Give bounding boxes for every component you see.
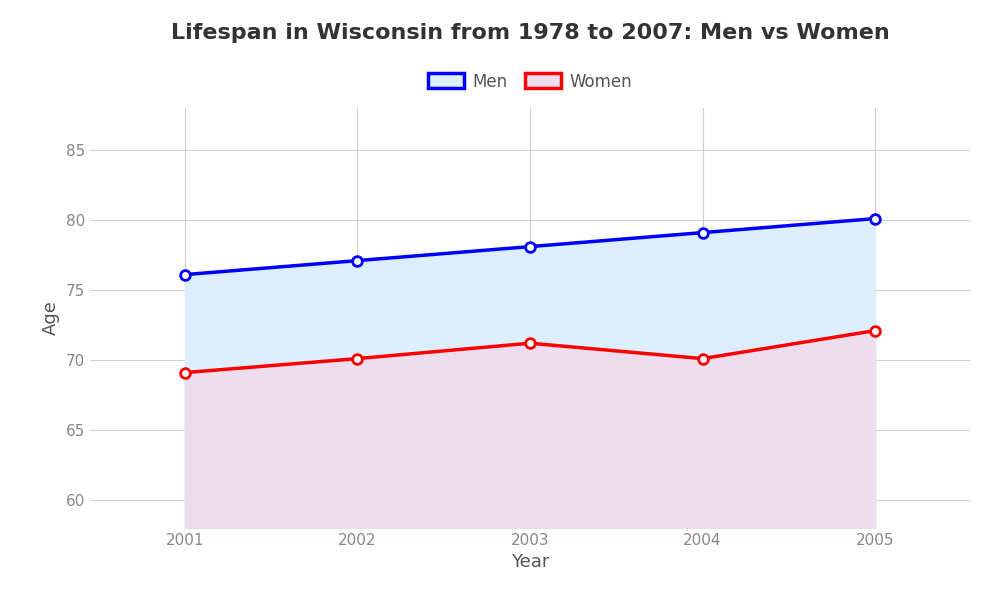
X-axis label: Year: Year xyxy=(511,553,549,571)
Y-axis label: Age: Age xyxy=(42,301,60,335)
Title: Lifespan in Wisconsin from 1978 to 2007: Men vs Women: Lifespan in Wisconsin from 1978 to 2007:… xyxy=(171,23,889,43)
Legend: Men, Women: Men, Women xyxy=(421,66,639,97)
